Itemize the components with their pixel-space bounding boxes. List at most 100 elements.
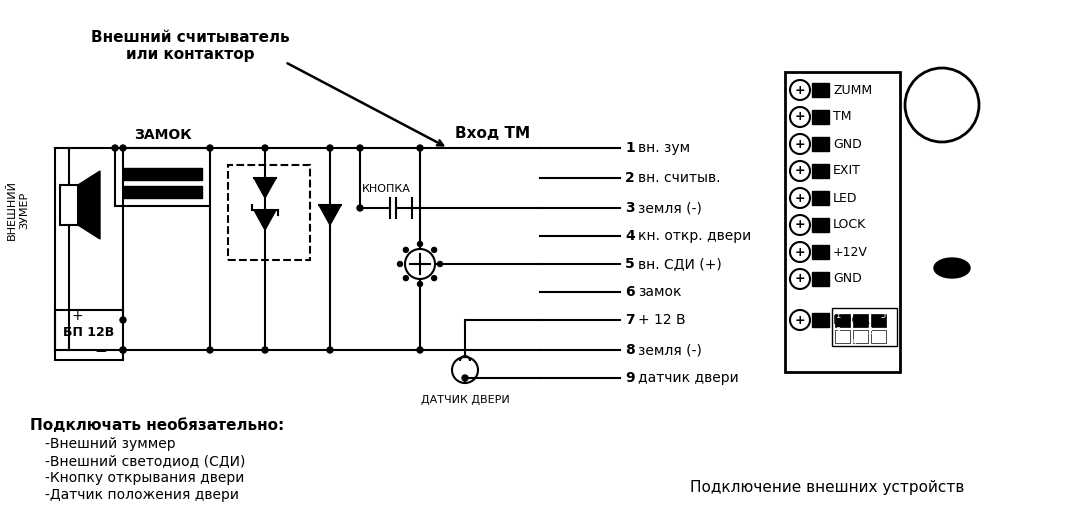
Text: замок: замок xyxy=(638,285,682,299)
Text: +: + xyxy=(795,192,806,204)
Bar xyxy=(853,330,868,343)
Text: ДАТЧИК ДВЕРИ: ДАТЧИК ДВЕРИ xyxy=(421,395,509,405)
Text: +: + xyxy=(795,272,806,285)
Text: +: + xyxy=(795,164,806,178)
Circle shape xyxy=(417,145,423,151)
Text: 4: 4 xyxy=(625,229,635,243)
Bar xyxy=(60,185,78,225)
Bar xyxy=(785,72,900,372)
Text: вн. зум: вн. зум xyxy=(638,141,691,155)
Text: +: + xyxy=(795,246,806,259)
Bar xyxy=(834,314,850,327)
Text: Внешний считыватель
или контактор: Внешний считыватель или контактор xyxy=(90,30,289,62)
Bar xyxy=(834,330,850,343)
Text: +: + xyxy=(71,309,83,323)
Polygon shape xyxy=(812,218,829,232)
Circle shape xyxy=(120,347,126,353)
Polygon shape xyxy=(319,205,342,225)
Text: 4: 4 xyxy=(852,337,857,347)
Text: -Датчик положения двери: -Датчик положения двери xyxy=(45,488,240,502)
Circle shape xyxy=(262,347,268,353)
Text: GND: GND xyxy=(833,138,861,150)
Circle shape xyxy=(462,375,468,381)
Circle shape xyxy=(120,145,126,151)
Text: +: + xyxy=(795,314,806,327)
Polygon shape xyxy=(812,191,829,205)
Text: кн. откр. двери: кн. откр. двери xyxy=(638,229,751,243)
Circle shape xyxy=(417,347,423,353)
Text: 9: 9 xyxy=(625,371,635,385)
Polygon shape xyxy=(78,171,100,239)
Polygon shape xyxy=(124,186,202,198)
Bar xyxy=(832,308,897,346)
Text: +: + xyxy=(795,218,806,232)
Polygon shape xyxy=(812,313,829,327)
Circle shape xyxy=(207,145,213,151)
Polygon shape xyxy=(124,168,202,180)
Circle shape xyxy=(404,247,408,252)
Text: -Внешний зуммер: -Внешний зуммер xyxy=(45,437,176,451)
Text: 8: 8 xyxy=(625,343,635,357)
Text: Вход ТМ: Вход ТМ xyxy=(455,126,531,141)
Circle shape xyxy=(432,247,437,252)
Text: + 12 В: + 12 В xyxy=(638,313,685,327)
Text: 6: 6 xyxy=(625,285,635,299)
Circle shape xyxy=(120,347,126,353)
Circle shape xyxy=(437,262,442,266)
Bar xyxy=(871,314,886,327)
Circle shape xyxy=(207,347,213,353)
Text: Подключать необязательно:: Подключать необязательно: xyxy=(30,418,285,433)
Text: 7: 7 xyxy=(625,313,635,327)
Text: TM: TM xyxy=(833,111,852,124)
Bar xyxy=(115,148,211,206)
Circle shape xyxy=(326,145,333,151)
Polygon shape xyxy=(253,210,276,230)
Circle shape xyxy=(404,276,408,281)
Polygon shape xyxy=(812,110,829,124)
Text: вн. считыв.: вн. считыв. xyxy=(638,171,721,185)
Bar xyxy=(55,310,124,360)
Polygon shape xyxy=(253,178,276,198)
Ellipse shape xyxy=(934,258,970,278)
Text: +: + xyxy=(795,83,806,96)
Text: 2: 2 xyxy=(625,171,635,185)
Circle shape xyxy=(326,347,333,353)
Text: ВНЕШНИЙ
ЗУМЕР: ВНЕШНИЙ ЗУМЕР xyxy=(8,180,29,240)
Circle shape xyxy=(112,145,118,151)
Text: КНОПКА: КНОПКА xyxy=(362,184,411,194)
Text: DOOR: DOOR xyxy=(833,314,871,327)
Circle shape xyxy=(357,205,363,211)
Bar xyxy=(853,314,868,327)
Text: LOCK: LOCK xyxy=(833,218,867,232)
Text: 3: 3 xyxy=(836,328,841,336)
Text: −: − xyxy=(95,345,107,359)
Text: +12V: +12V xyxy=(833,246,868,259)
Circle shape xyxy=(397,262,403,266)
Text: 5: 5 xyxy=(881,312,886,320)
Text: -Внешний светодиод (СДИ): -Внешний светодиод (СДИ) xyxy=(45,454,245,468)
Text: 2: 2 xyxy=(868,328,872,336)
Text: земля (-): земля (-) xyxy=(638,343,702,357)
Text: ZUMM: ZUMM xyxy=(833,83,872,96)
Text: -Кнопку открывания двери: -Кнопку открывания двери xyxy=(45,471,245,485)
Circle shape xyxy=(262,145,268,151)
Text: 1: 1 xyxy=(836,312,841,320)
Circle shape xyxy=(120,317,126,323)
Text: 3: 3 xyxy=(625,201,635,215)
Text: Подключение внешних устройств: Подключение внешних устройств xyxy=(690,480,964,495)
Polygon shape xyxy=(812,137,829,151)
Circle shape xyxy=(432,276,437,281)
Bar xyxy=(871,330,886,343)
Polygon shape xyxy=(812,245,829,259)
Text: LED: LED xyxy=(833,192,857,204)
Circle shape xyxy=(357,145,363,151)
Text: БП 12В: БП 12В xyxy=(63,325,115,338)
Polygon shape xyxy=(812,83,829,97)
Text: +: + xyxy=(795,111,806,124)
Text: датчик двери: датчик двери xyxy=(638,371,739,385)
Text: +: + xyxy=(795,138,806,150)
Text: 1: 1 xyxy=(625,141,635,155)
Bar xyxy=(228,165,310,260)
Circle shape xyxy=(418,282,422,286)
Polygon shape xyxy=(812,272,829,286)
